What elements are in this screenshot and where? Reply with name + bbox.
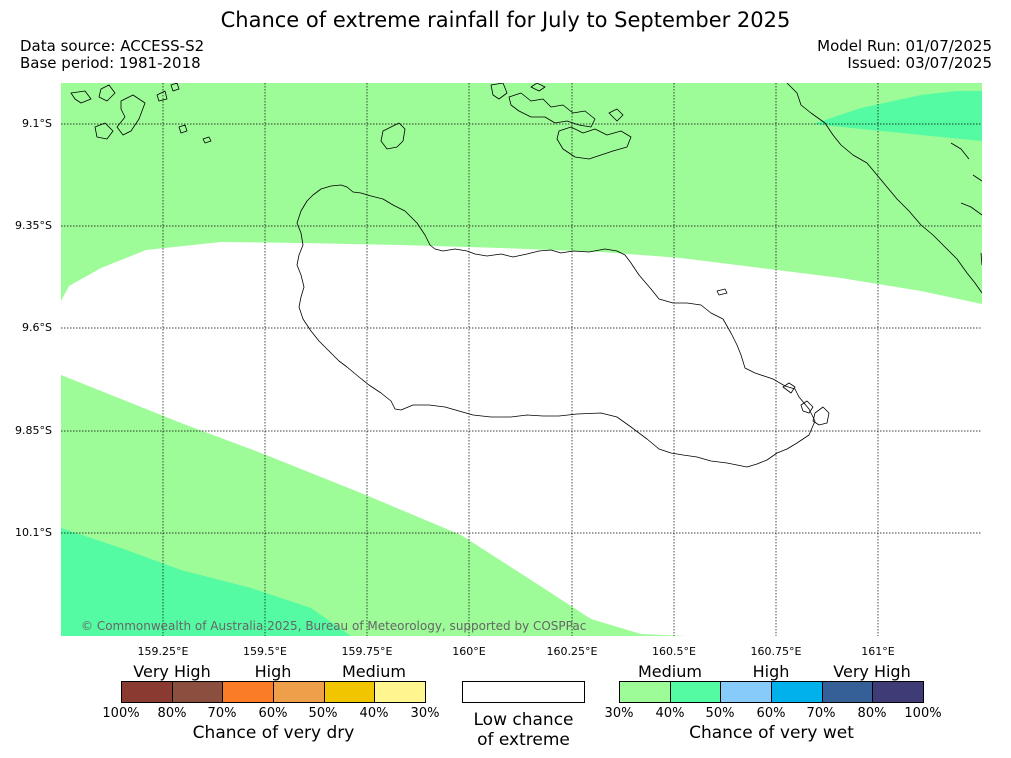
- lon-label-4: 160°E: [452, 645, 486, 658]
- dry-swatch-6: [375, 682, 426, 702]
- neutral-caption-line2: of extreme: [477, 730, 570, 750]
- wet-colorbar: [619, 681, 924, 703]
- coastlines: [70, 83, 982, 468]
- wet-swatch-5: [822, 682, 874, 702]
- islet-east-1: [782, 382, 796, 394]
- dry-tick-2: 80%: [157, 706, 187, 721]
- map-title: Chance of extreme rainfall for July to S…: [220, 8, 791, 32]
- base-period-label: Base period: 1981-2018: [20, 54, 201, 72]
- wet-zone-high-southwest: [61, 528, 351, 636]
- lon-label-5: 160.25°E: [546, 645, 598, 658]
- dry-tick-4: 60%: [258, 706, 288, 721]
- neutral-swatch: [462, 681, 585, 703]
- neutral-caption: Low chance of extreme: [462, 710, 585, 750]
- islet-mid: [716, 288, 728, 296]
- lon-label-1: 159.25°E: [137, 645, 189, 658]
- lon-label-2: 159.5°E: [243, 645, 287, 658]
- wet-swatch-3: [721, 682, 773, 702]
- gridlines: [61, 83, 982, 636]
- wet-tick-6: 80%: [857, 706, 887, 721]
- main-island-outline: [296, 184, 816, 468]
- dry-tick-6: 40%: [359, 706, 389, 721]
- data-source-label: Data source: ACCESS-S2: [20, 37, 205, 55]
- wet-tick-4: 60%: [756, 706, 786, 721]
- nw-islands: [70, 83, 212, 144]
- dry-category-medium: Medium: [342, 662, 406, 681]
- lat-label-4: 9.85°S: [15, 424, 52, 437]
- issued-label: Issued: 03/07/2025: [847, 54, 992, 72]
- dry-category-high: High: [254, 662, 292, 681]
- dry-caption: Chance of very dry: [192, 723, 355, 743]
- wet-swatch-1: [620, 682, 671, 702]
- northeast-coast: [786, 83, 982, 294]
- wet-tick-5: 70%: [806, 706, 836, 721]
- lon-label-6: 160.5°E: [652, 645, 696, 658]
- lon-label-7: 160.75°E: [750, 645, 802, 658]
- wet-tick-2: 40%: [655, 706, 685, 721]
- wet-category-medium: Medium: [638, 662, 702, 681]
- meta-right: Model Run: 01/07/2025 Issued: 03/07/2025: [817, 38, 992, 72]
- lat-label-1: 9.1°S: [22, 117, 52, 130]
- islet-east-2: [800, 400, 814, 414]
- lat-label-5: 10.1°S: [15, 526, 52, 539]
- meta-left: Data source: ACCESS-S2 Base period: 1981…: [20, 38, 204, 72]
- islet-north: [380, 122, 406, 150]
- dry-tick-7: 30%: [410, 706, 440, 721]
- rainfall-map[interactable]: © Commonwealth of Australia 2025, Bureau…: [61, 83, 982, 636]
- dry-swatch-2: [172, 682, 224, 702]
- wet-swatch-4: [772, 682, 823, 702]
- neutral-caption-line1: Low chance: [473, 710, 574, 730]
- dry-swatch-5: [324, 682, 376, 702]
- dry-tick-3: 70%: [207, 706, 237, 721]
- wet-category-high: High: [752, 662, 790, 681]
- lon-label-3: 159.75°E: [341, 645, 393, 658]
- islet-east-3: [812, 406, 830, 426]
- wet-category-very-high: Very High: [833, 662, 911, 681]
- model-run-label: Model Run: 01/07/2025: [817, 37, 992, 55]
- wet-swatch-2: [670, 682, 722, 702]
- wet-zone-high-northeast: [813, 91, 982, 141]
- wet-tick-1: 30%: [604, 706, 634, 721]
- dry-swatch-4: [274, 682, 325, 702]
- dry-tick-5: 50%: [308, 706, 338, 721]
- lon-label-8: 161°E: [861, 645, 895, 658]
- lat-label-3: 9.6°S: [22, 321, 52, 334]
- wet-caption: Chance of very wet: [689, 723, 854, 743]
- wet-tick-3: 50%: [705, 706, 735, 721]
- wet-zone-medium-north: [61, 83, 982, 304]
- wet-swatch-6: [873, 682, 924, 702]
- dry-tick-1: 100%: [102, 706, 140, 721]
- dry-swatch-1: [122, 682, 173, 702]
- dry-colorbar: [121, 681, 426, 703]
- north-islands: [490, 83, 632, 160]
- wet-zone-medium-southwest: [61, 375, 686, 636]
- copyright-notice: © Commonwealth of Australia 2025, Bureau…: [81, 619, 586, 633]
- dry-category-very-high: Very High: [133, 662, 211, 681]
- dry-swatch-3: [223, 682, 275, 702]
- wet-tick-7: 100%: [904, 706, 942, 721]
- lat-label-2: 9.35°S: [15, 219, 52, 232]
